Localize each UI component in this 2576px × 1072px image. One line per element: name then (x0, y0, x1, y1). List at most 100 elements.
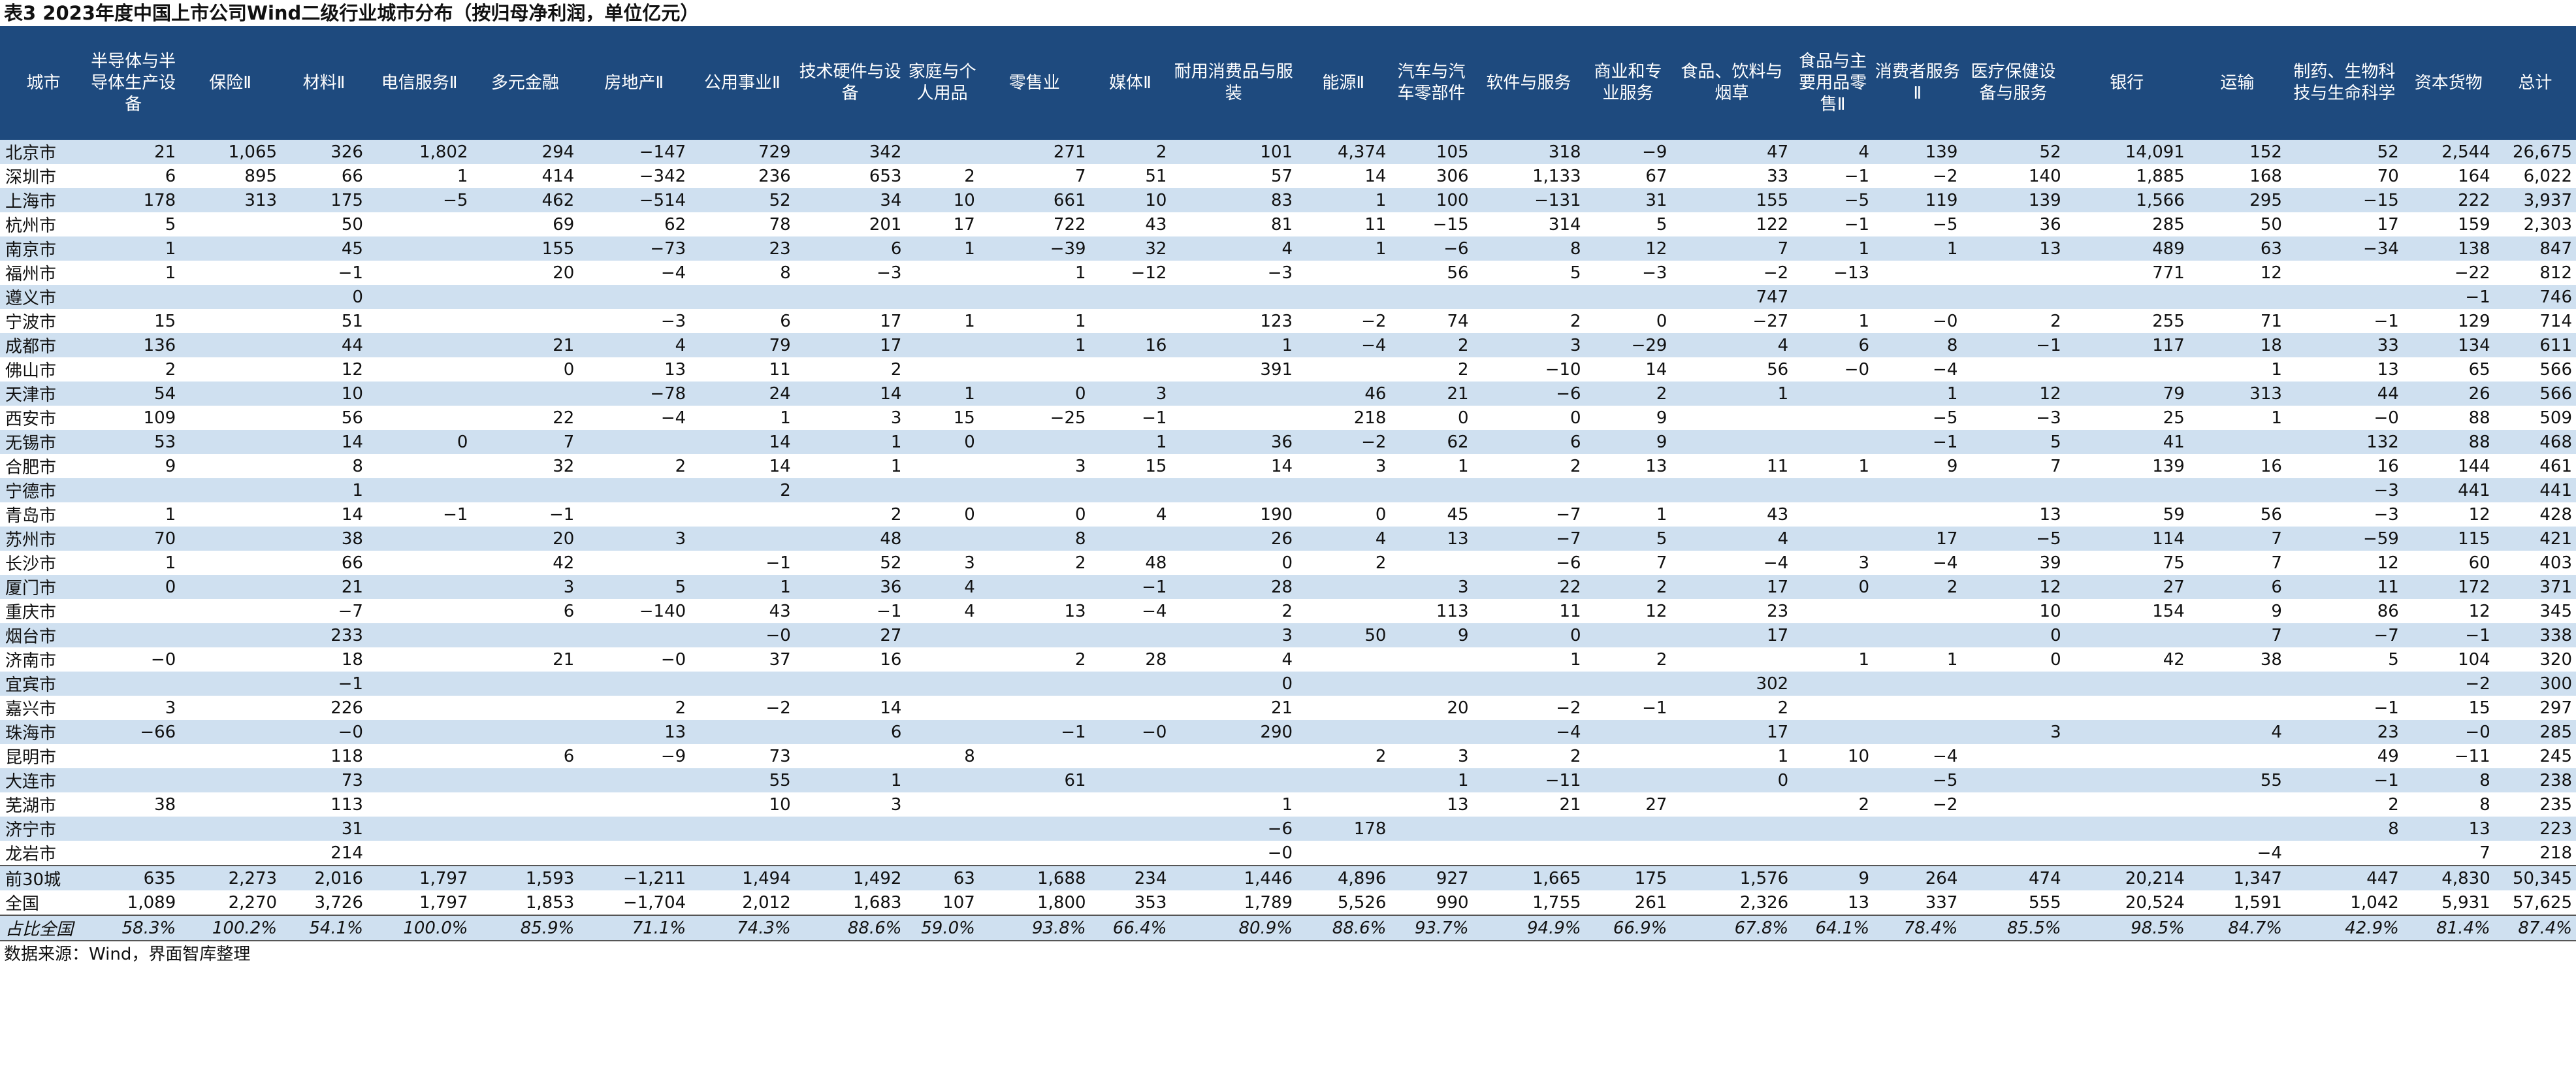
table-row: 宁德市 1 2 −3 441 441 (0, 478, 2576, 502)
row-label: 厦门市 (0, 575, 88, 599)
table-cell: 12 (1645, 601, 1667, 621)
table-cell: 14 (341, 504, 363, 525)
table-cell: 326 (281, 140, 367, 164)
table-cell: 0 (1458, 408, 1469, 428)
table-cell: −1 (2402, 623, 2494, 647)
table-cell: 178 (87, 188, 180, 212)
table-cell: 1 (1390, 768, 1473, 792)
table-cell (180, 382, 282, 406)
table-cell (578, 672, 690, 696)
table-cell (1671, 792, 1792, 817)
table-cell: 13 (1390, 527, 1473, 551)
table-cell: 285 (2152, 214, 2185, 235)
table-cell (367, 309, 472, 333)
table-cell (1089, 527, 1171, 551)
table-cell: 5,526 (1337, 892, 1387, 913)
table-cell (2065, 672, 2189, 696)
table-cell: 43 (769, 601, 791, 621)
table-cell: 16 (2377, 456, 2399, 476)
table-cell (1585, 817, 1671, 841)
table-cell: 2 (1089, 140, 1171, 164)
table-cell: 3 (1170, 623, 1297, 647)
table-cell (1792, 768, 1874, 792)
table-cell: −1 (1142, 408, 1167, 428)
table-cell (1296, 357, 1390, 382)
table-cell: −1 (877, 601, 902, 621)
table-cell (367, 647, 472, 672)
table-cell (472, 841, 578, 866)
table-cell: 509 (2539, 408, 2572, 428)
table-cell: 4,374 (1296, 140, 1391, 164)
table-row: 无锡市 53 14 0 7 14 1 0 1 36 −2 62 6 9 −1 5 41 132 88 468 (0, 430, 2576, 454)
table-cell: 73 (281, 768, 367, 792)
row-label: 深圳市 (5, 168, 57, 187)
table-cell: 138 (2402, 236, 2494, 261)
table-cell (979, 841, 1090, 866)
table-cell: 1,802 (366, 140, 472, 164)
table-cell: 1,683 (853, 892, 902, 913)
table-cell: 94.9% (1472, 915, 1585, 941)
table-cell: 63 (2188, 236, 2286, 261)
table-row: 珠海市 −66 −0 13 6 −1 −0 290 −4 17 3 4 23 −0 285 (0, 720, 2576, 744)
table-cell (1296, 285, 1391, 309)
column-header: 半导体与半导体生产设备 (87, 26, 180, 140)
table-cell (472, 720, 579, 744)
table-cell: −4 (1933, 746, 1958, 766)
table-cell (2065, 792, 2189, 817)
table-cell (578, 817, 690, 841)
table-cell: 2 (964, 166, 975, 186)
table-cell: 78 (769, 214, 791, 235)
table-cell (1090, 744, 1171, 768)
table-cell: 155 (1671, 188, 1793, 212)
table-cell: 14 (690, 430, 795, 454)
table-row: 深圳市 6 895 66 1 414 −342 236 653 2 7 51 57 14 306 1,133 6… (0, 164, 2576, 188)
table-cell: 3 (1458, 746, 1469, 766)
table-cell: 314 (1548, 214, 1581, 235)
column-header: 技术硬件与设备 (794, 26, 906, 140)
column-header: 电信服务Ⅱ (366, 26, 472, 140)
table-cell (87, 841, 180, 866)
table-cell: 55 (690, 768, 795, 792)
table-cell: 1 (165, 504, 176, 525)
table-cell (1873, 285, 1962, 309)
table-cell: −1 (338, 263, 363, 283)
table-cell: 44 (2285, 382, 2403, 406)
table-cell: 4 (1281, 649, 1293, 670)
table-cell: 42 (2163, 649, 2185, 670)
table-cell: 12 (1585, 236, 1671, 261)
table-cell: 3 (1375, 456, 1387, 476)
column-header: 商业和专业服务 (1585, 26, 1671, 140)
table-cell: −0 (150, 649, 176, 670)
table-cell: 222 (2402, 188, 2494, 212)
table-cell: 8 (352, 456, 363, 476)
table-cell: 33 (1767, 166, 1789, 186)
table-cell: 2 (890, 504, 902, 525)
table-cell: 10 (905, 188, 979, 212)
column-header: 零售业 (978, 26, 1090, 140)
table-cell (905, 841, 978, 866)
table-cell: 79 (2065, 382, 2189, 406)
table-cell: 4 (1671, 333, 1793, 357)
table-cell: 154 (2152, 601, 2185, 621)
table-cell: −9 (660, 746, 686, 766)
table-cell (1390, 647, 1472, 672)
table-cell (1296, 478, 1391, 502)
table-cell: 1 (165, 553, 176, 573)
table-cell: 66 (341, 166, 363, 186)
table-cell: 14,091 (2065, 140, 2189, 164)
table-row: 芜湖市 38 113 10 3 1 13 21 27 2 −2 2 8 235 (0, 792, 2576, 817)
table-cell: 42 (553, 553, 575, 573)
table-cell: 300 (2494, 672, 2576, 696)
table-cell: −3 (2036, 408, 2061, 428)
row-label: 上海市 (0, 188, 88, 212)
table-cell: 306 (1436, 166, 1469, 186)
header-row: 城市 半导体与半导体生产设备 保险Ⅱ 材料Ⅱ 电信服务Ⅱ 多元金融 房地产Ⅱ 公用事业Ⅱ 技术硬… (0, 26, 2576, 140)
table-cell (2188, 285, 2286, 309)
table-cell: 37 (769, 649, 791, 670)
table-cell: 441 (2494, 478, 2576, 502)
table-cell (1961, 672, 2065, 696)
table-cell: −3 (877, 263, 902, 283)
table-cell (794, 285, 906, 309)
table-cell (1961, 357, 2065, 382)
table-cell: 144 (2458, 456, 2490, 476)
